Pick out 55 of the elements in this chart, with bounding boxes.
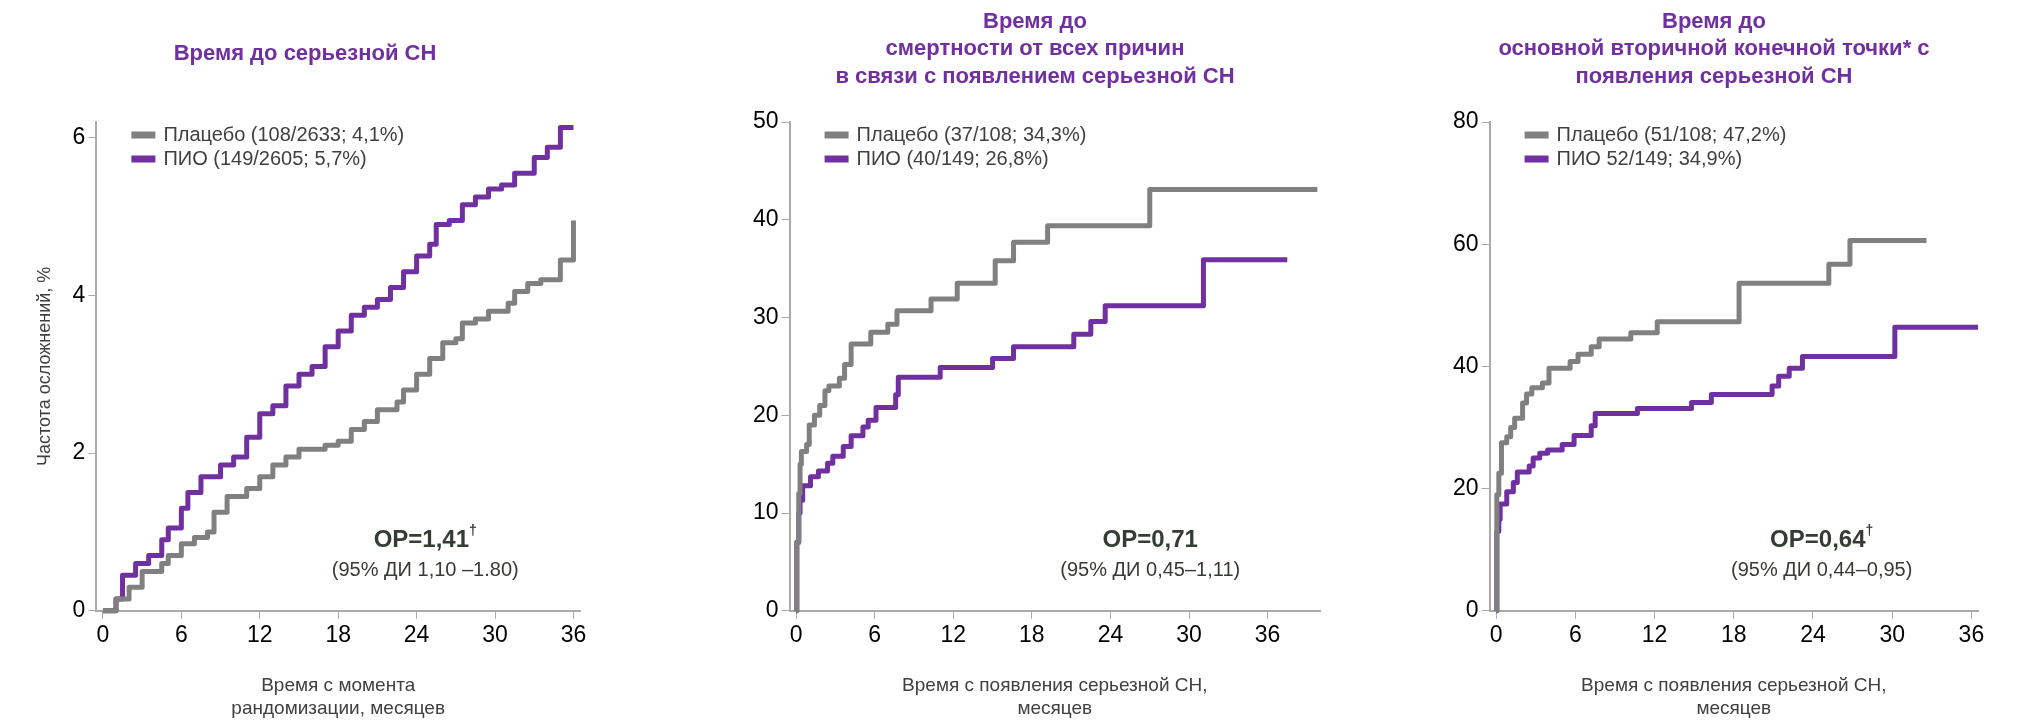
- y-tick-label: 40: [752, 205, 779, 232]
- y-tick-label: 20: [752, 400, 779, 427]
- x-tick-label: 36: [1958, 620, 1985, 647]
- x-tick-label: 12: [940, 620, 967, 647]
- y-tick-label: 4: [72, 280, 86, 307]
- x-tick-label: 18: [325, 620, 351, 647]
- x-tick-label: 0: [789, 620, 803, 647]
- y-tick-label: 6: [72, 123, 86, 150]
- x-tick-label: 0: [1489, 620, 1503, 647]
- annotation: ОР=0,71: [1102, 525, 1198, 553]
- x-tick-label: 24: [1800, 620, 1826, 647]
- x-tick-label: 18: [1019, 620, 1045, 647]
- y-tick-label: 50: [752, 107, 779, 134]
- x-tick-label: 18: [1720, 620, 1747, 647]
- legend-label: ПИО 52/149; 34,9%): [1556, 146, 1743, 169]
- annotation: (95% ДИ 0,45–1,11): [1060, 558, 1241, 581]
- legend-label: Плацебо (51/108; 47,2%): [1556, 122, 1787, 145]
- y-axis-title: Частота осложнений, %: [33, 266, 54, 467]
- x-axis-title: Время с появления серьезной СН, месяцев: [1581, 674, 1887, 718]
- annotation: ОР=1,41†: [373, 522, 477, 553]
- x-tick-label: 24: [1097, 620, 1124, 647]
- chart-title: Время до смертности от всех причин в связи с появлением серьезной СН: [835, 7, 1235, 88]
- x-tick-label: 6: [174, 620, 188, 647]
- y-tick-label: 0: [765, 596, 779, 623]
- x-axis-title: Время с момента рандомизации, месяцев: [231, 674, 446, 718]
- y-tick-label: 0: [72, 596, 86, 623]
- y-tick-label: 80: [1452, 107, 1479, 134]
- x-tick-label: 36: [560, 620, 587, 647]
- x-tick-label: 0: [96, 620, 110, 647]
- x-tick-label: 24: [403, 620, 430, 647]
- annotation: ОР=0,64†: [1770, 522, 1874, 553]
- legend-label: ПИО (40/149; 26,8%): [856, 146, 1049, 169]
- x-tick-label: 30: [482, 620, 508, 647]
- y-tick-label: 0: [1465, 596, 1479, 623]
- x-tick-label: 6: [868, 620, 882, 647]
- annotation: (95% ДИ 0,44–0,95): [1731, 558, 1913, 581]
- chart-title: Время до серьезной СН: [173, 39, 437, 65]
- x-tick-label: 36: [1254, 620, 1281, 647]
- x-tick-label: 30: [1879, 620, 1905, 647]
- y-tick-label: 40: [1452, 351, 1479, 378]
- legend-label: ПИО (149/2605; 5,7%): [163, 146, 367, 169]
- y-tick-label: 30: [752, 302, 779, 329]
- x-tick-label: 6: [1568, 620, 1582, 647]
- legend-label: Плацебо (108/2633; 4,1%): [163, 122, 405, 145]
- x-tick-label: 12: [1641, 620, 1668, 647]
- y-tick-label: 60: [1452, 229, 1479, 256]
- y-tick-label: 10: [752, 498, 779, 525]
- chart-title: Время до основной вторичной конечной точки* с появления серьезной СН: [1498, 7, 1930, 88]
- x-tick-label: 12: [246, 620, 273, 647]
- legend-label: Плацебо (37/108; 34,3%): [856, 122, 1087, 145]
- y-tick-label: 20: [1452, 473, 1479, 500]
- x-tick-label: 30: [1176, 620, 1202, 647]
- y-tick-label: 2: [72, 438, 86, 465]
- annotation: (95% ДИ 1,10 –1.80): [331, 558, 519, 581]
- x-axis-title: Время с появления серьезной СН, месяцев: [902, 674, 1208, 718]
